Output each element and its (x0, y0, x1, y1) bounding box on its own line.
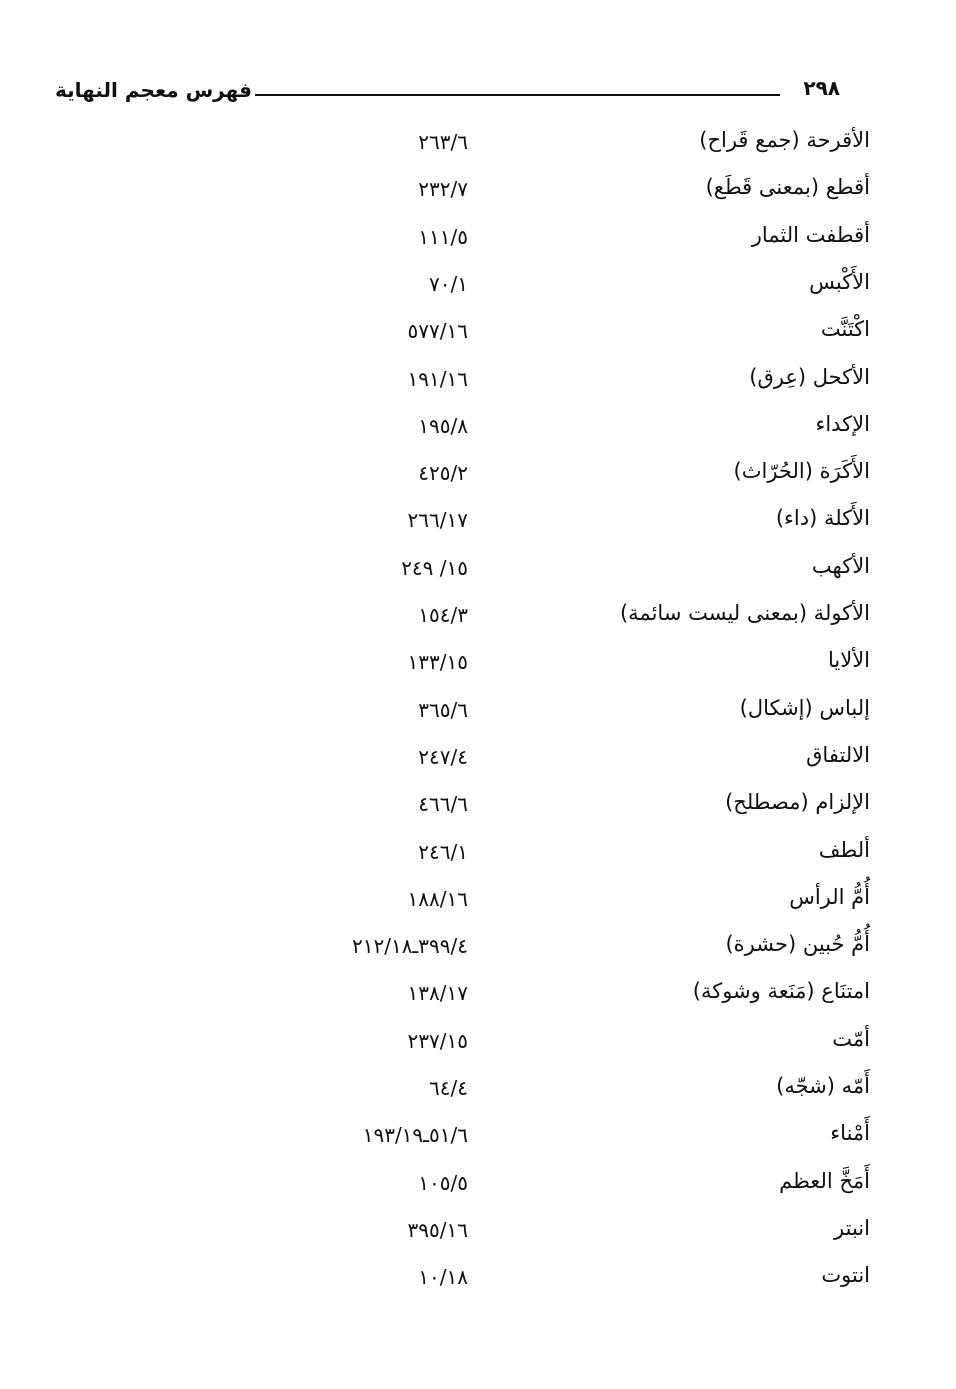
index-entry: ألطف ٢٤٦/١ (0, 838, 956, 878)
index-entry: الأقرحة (جمع قَراح) ٢٦٣/٦ (0, 128, 956, 168)
entry-term: أَمّه (شجّه) (776, 1074, 870, 1098)
entry-reference: ١١١/٥ (418, 224, 468, 249)
entry-term: أَمَخَّ العظم (779, 1168, 870, 1193)
entry-term: إلباس (إشكال) (739, 695, 870, 720)
index-entry: أقطع (بمعنى قَطَع) ٢٣٢/٧ (0, 175, 956, 215)
entry-reference: ٢٦٦/١٧ (407, 508, 468, 533)
entry-reference: ٧٠/١ (429, 271, 468, 296)
entry-reference: ٢٣٢/٧ (418, 177, 468, 202)
entry-term: انتوت (821, 1263, 870, 1288)
entry-reference: ٢٣٧/١٥ (407, 1028, 468, 1053)
index-entry: الأَكْبس ٧٠/١ (0, 270, 956, 310)
index-entry: أَمَخَّ العظم ١٠٥/٥ (0, 1169, 956, 1209)
entry-reference: ٢٦٣/٦ (418, 130, 468, 154)
index-entry: الأكولة (بمعنى ليست سائمة) ١٥٤/٣ (0, 601, 956, 641)
entry-reference: ٣٦٥/٦ (418, 697, 468, 722)
entry-reference: ٣٩٥/١٦ (407, 1217, 468, 1242)
entry-reference: ٦٤/٤ (429, 1076, 468, 1100)
entry-term: الأكهب (811, 553, 870, 578)
index-entry: أمّت ٢٣٧/١٥ (0, 1027, 956, 1067)
entry-term: ألطف (818, 837, 870, 862)
page-number: ٢٩٨ (803, 76, 840, 100)
entry-reference: ١٩٣/١٩ـ٥١/٦ (362, 1123, 468, 1148)
entry-term: الالتفاق (806, 742, 870, 767)
index-entry: الأكحل (عِرق) ١٩١/١٦ (0, 365, 956, 405)
index-entry: الإلزام (مصطلح) ٤٦٦/٦ (0, 790, 956, 830)
index-entry: أَمّه (شجّه) ٦٤/٤ (0, 1074, 956, 1114)
entry-term: الأكولة (بمعنى ليست سائمة) (619, 601, 870, 625)
entry-reference: ١٣٨/١٧ (407, 981, 468, 1006)
entry-reference: ٢٤٧/٤ (418, 744, 468, 769)
entry-term: انبتر (834, 1215, 870, 1240)
entry-term: الأَكْبس (809, 269, 870, 294)
entry-reference: ٢٤٩ /١٥ (401, 555, 468, 580)
index-entry: امتنَاع (مَنَعة وشوكة) ١٣٨/١٧ (0, 979, 956, 1019)
running-title: فهرس معجم النهاية (55, 78, 252, 102)
entry-term: الأقرحة (جمع قَراح) (699, 128, 870, 152)
entry-term: الأَكَرَة (الحُرّاث) (733, 459, 870, 484)
entry-reference: ٢٤٦/١ (418, 839, 468, 864)
index-entry: اكْتَنَّت ٥٧٧/١٦ (0, 317, 956, 357)
entry-reference: ١٨٨/١٦ (407, 886, 468, 911)
index-entry: أقطفت الثمار ١١١/٥ (0, 223, 956, 263)
entry-term: أمّت (832, 1026, 870, 1051)
entry-reference: ١٠/١٨ (418, 1265, 468, 1290)
index-entry: أَمْناء ١٩٣/١٩ـ٥١/٦ (0, 1121, 956, 1161)
entry-term: أقطع (بمعنى قَطَع) (705, 175, 870, 200)
index-entry: الأَكَرَة (الحُرّاث) ٤٢٥/٢ (0, 459, 956, 499)
running-header: فهرس معجم النهاية ٢٩٨ (55, 72, 840, 112)
entry-reference: ٢١٢/١٨ـ٣٩٩/٤ (351, 934, 468, 959)
entry-reference: ١٩١/١٦ (407, 366, 468, 391)
index-entry: انتوت ١٠/١٨ (0, 1263, 956, 1303)
index-entry: إلباس (إشكال) ٣٦٥/٦ (0, 696, 956, 736)
index-entry: الإكداء ١٩٥/٨ (0, 412, 956, 452)
entry-term: امتنَاع (مَنَعة وشوكة) (692, 979, 870, 1004)
entry-term: أَمْناء (830, 1121, 870, 1146)
index-entry: الأكهب ٢٤٩ /١٥ (0, 554, 956, 594)
entry-term: الألايا (827, 648, 870, 673)
index-entry: الأَكلة (داء) ٢٦٦/١٧ (0, 506, 956, 546)
entry-term: الإلزام (مصطلح) (725, 790, 870, 815)
entry-term: أُمُّ الرأس (789, 884, 870, 909)
index-entry: انبتر ٣٩٥/١٦ (0, 1216, 956, 1256)
index-entry: الالتفاق ٢٤٧/٤ (0, 743, 956, 783)
entry-reference: ١٩٥/٨ (418, 413, 468, 438)
entry-reference: ١٥٤/٣ (418, 603, 468, 627)
entry-reference: ٥٧٧/١٦ (407, 319, 468, 344)
entry-reference: ١٣٣/١٥ (407, 650, 468, 675)
entry-term: الإكداء (815, 411, 870, 436)
entry-term: اكْتَنَّت (820, 317, 870, 342)
index-entry: أُمُّ حُبين (حشرة) ٢١٢/١٨ـ٣٩٩/٤ (0, 932, 956, 972)
index-entry: الألايا ١٣٣/١٥ (0, 648, 956, 688)
index-entry: أُمُّ الرأس ١٨٨/١٦ (0, 885, 956, 925)
entry-term: أُمُّ حُبين (حشرة) (725, 932, 870, 957)
entry-term: الأَكلة (داء) (775, 506, 870, 531)
entry-reference: ١٠٥/٥ (418, 1170, 468, 1195)
entry-term: أقطفت الثمار (751, 222, 870, 247)
entry-reference: ٤٦٦/٦ (418, 792, 468, 817)
header-rule (255, 94, 780, 96)
entry-term: الأكحل (عِرق) (749, 364, 870, 389)
entry-reference: ٤٢٥/٢ (418, 461, 468, 486)
